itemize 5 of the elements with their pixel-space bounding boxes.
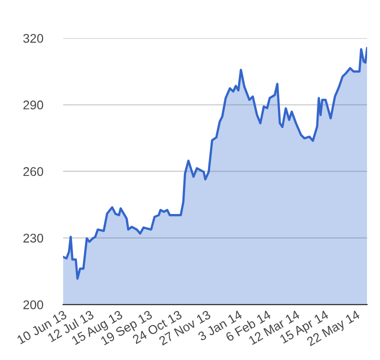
y-tick-label: 260 (23, 167, 44, 176)
y-tick-label: 290 (23, 100, 44, 110)
y-tick-label: 320 (23, 34, 44, 43)
y-tick-label: 200 (23, 300, 44, 310)
y-tick-label: 230 (23, 234, 44, 243)
